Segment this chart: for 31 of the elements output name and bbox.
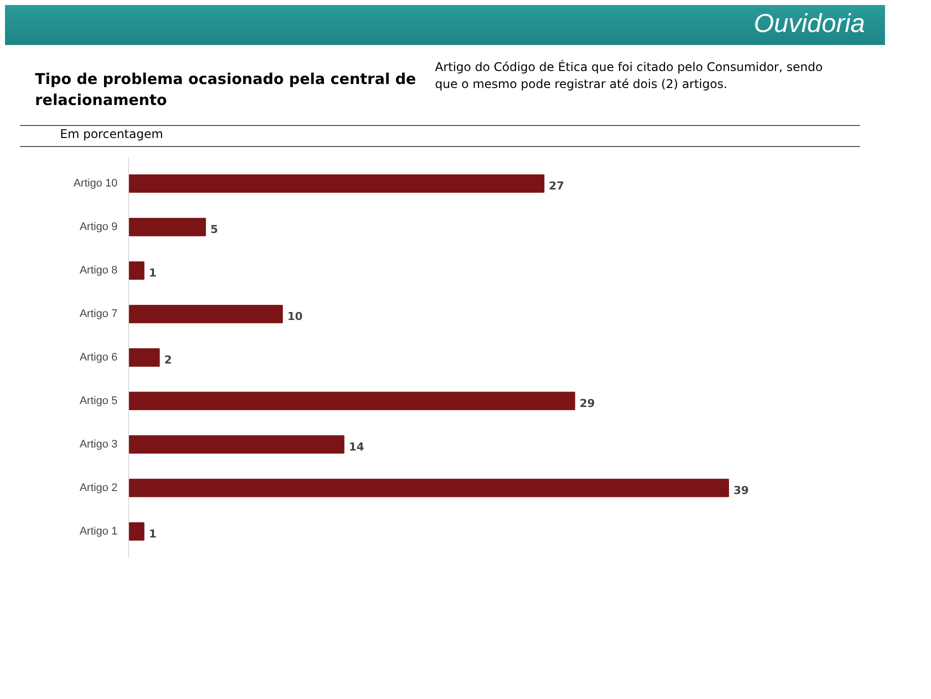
- y-tick-label: Artigo 5: [80, 394, 118, 407]
- y-tick-label: Artigo 7: [80, 308, 118, 320]
- bar: [128, 392, 576, 410]
- bar: [128, 348, 160, 367]
- data-label: 5: [210, 223, 218, 236]
- text: Ouvidoria: [754, 7, 865, 40]
- bar: [128, 478, 729, 498]
- y-tick-label: Artigo 10: [73, 178, 118, 190]
- data-label: 2: [164, 354, 172, 366]
- data-label: 29: [580, 396, 595, 410]
- y-tick-label: Artigo 6: [80, 352, 118, 364]
- bar: [128, 218, 206, 236]
- bar: [128, 522, 144, 541]
- y-tick-label: Artigo 9: [80, 221, 118, 234]
- data-label: 27: [548, 180, 564, 193]
- bar: [128, 304, 283, 324]
- y-tick-label: Artigo 8: [80, 264, 118, 277]
- chart-title: Tipo de problema ocasionado pela central de relacionamento: [35, 69, 418, 112]
- chart-subtitle: Em porcentagem: [60, 126, 164, 143]
- y-tick-label: Artigo 2: [80, 482, 118, 494]
- y-tick-label: Artigo 1: [80, 525, 118, 538]
- data-label: 1: [148, 527, 157, 540]
- data-label: 10: [287, 310, 303, 324]
- bar: [128, 261, 144, 280]
- data-label: 39: [734, 484, 749, 497]
- y-tick-label: Artigo 3: [80, 438, 118, 450]
- data-label: 14: [348, 440, 365, 454]
- text: Artigo do Código de Ética que foi citado pelo Consumidor, sendo que o mesmo pode registrar até dois (2) artigos.: [435, 59, 824, 94]
- bar: [128, 435, 344, 454]
- bar: [128, 174, 544, 193]
- data-label: 1: [148, 266, 157, 280]
